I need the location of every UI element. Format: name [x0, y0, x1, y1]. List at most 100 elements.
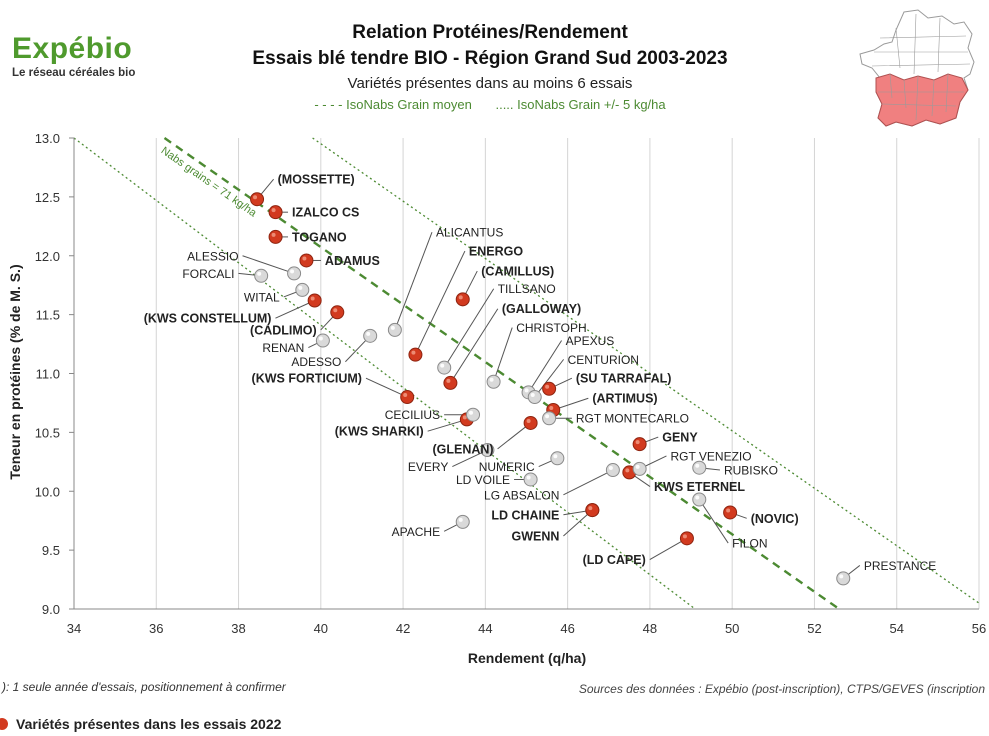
y-tick-label: 10.5 [35, 425, 60, 440]
point-label: KWS ETERNEL [654, 480, 745, 494]
point-grey [836, 571, 851, 586]
point-red [268, 205, 283, 220]
point-grey [542, 411, 557, 426]
point-highlight [403, 393, 408, 398]
point-grey [437, 360, 452, 375]
leader-line [365, 377, 408, 398]
leader-line [698, 499, 729, 544]
chart-grid [73, 138, 980, 609]
expebio-logo: Expébio Le réseau céréales bio [12, 34, 136, 80]
leader-line [563, 469, 614, 496]
point-highlight [253, 195, 258, 200]
point-highlight [839, 574, 844, 579]
point-highlight [333, 308, 338, 313]
point-highlight [588, 506, 593, 511]
point-label: APEXUS [566, 334, 615, 348]
point-red [400, 390, 415, 405]
point-red [679, 531, 694, 546]
point-red [723, 505, 738, 520]
x-tick-label: 44 [478, 621, 492, 636]
leader-line [493, 327, 513, 382]
point-red [585, 503, 600, 518]
point-label: (NOVIC) [751, 512, 799, 526]
point-label: LD CHAINE [491, 508, 559, 522]
point-grey [605, 463, 620, 478]
point-highlight [318, 336, 323, 341]
x-tick-label: 34 [67, 621, 81, 636]
chart-legend: - - - - IsoNabs Grain moyen ..... IsoNab… [200, 96, 780, 114]
point-label: RGT VENEZIO [670, 449, 751, 463]
leader-line [414, 250, 466, 355]
x-tick-label: 46 [560, 621, 574, 636]
point-red [542, 381, 557, 396]
point-label: ADESSO [291, 355, 341, 369]
logo-tagline: Le réseau céréales bio [12, 67, 136, 79]
point-label: (GLENAN) [432, 442, 493, 456]
data-sources: Sources des données : Expébio (post-insc… [578, 682, 985, 696]
point-grey [315, 333, 330, 348]
point-highlight [290, 269, 295, 274]
point-highlight [545, 414, 550, 419]
point-highlight [366, 331, 371, 336]
point-label: TILLSANO [498, 282, 556, 296]
chart-subtitle: Variétés présentes dans au moins 6 essai… [347, 75, 633, 92]
chart-title-line2: Essais blé tendre BIO - Région Grand Sud… [252, 48, 728, 69]
point-red [523, 415, 538, 430]
point-label: (SU TARRAFAL) [576, 372, 672, 386]
point-label: (CADLIMO) [250, 323, 317, 337]
iso-lines [73, 137, 980, 610]
point-label: FILON [732, 537, 767, 551]
point-grey [363, 328, 378, 343]
point-label: ALESSIO [187, 249, 238, 263]
legend-band-line: ..... IsoNabs Grain +/- 5 kg/ha [495, 97, 666, 112]
point-red [330, 305, 345, 320]
point-grey [527, 390, 542, 405]
point-highlight [526, 475, 531, 480]
point-highlight [524, 388, 529, 393]
point-label: LD VOILE [456, 473, 510, 487]
point-label: GWENN [511, 529, 559, 543]
leader-line [394, 232, 433, 331]
point-label: NUMERIC [479, 460, 535, 474]
point-highlight [635, 464, 640, 469]
chart-axes: 34 36 38 40 42 44 46 48 50 52 54 56 9.0 9.5 10.0 10.5 11… [35, 131, 987, 636]
point-red [455, 292, 470, 307]
iso-line-label: Nabs grains = 71 kg/ha [159, 145, 260, 220]
point-label: WITAL [244, 290, 280, 304]
point-highlight [257, 271, 262, 276]
point-grey [550, 451, 565, 466]
point-highlight [271, 208, 276, 213]
legend-2022: Variétés présentes dans les essais 2022 [0, 716, 281, 732]
point-red [443, 375, 458, 390]
x-axis-label: Rendement (q/ha) [468, 650, 586, 666]
point-highlight [635, 440, 640, 445]
point-grey [254, 268, 269, 283]
point-label: CENTURION [568, 353, 639, 367]
point-highlight [608, 466, 613, 471]
y-tick-label: 9.5 [42, 543, 60, 558]
point-highlight [462, 415, 467, 420]
point-label: GENY [662, 431, 698, 445]
point-label: (ARTIMUS) [592, 392, 657, 406]
point-red [307, 293, 322, 308]
x-tick-label: 52 [807, 621, 821, 636]
point-highlight [411, 350, 416, 355]
point-highlight [310, 296, 315, 301]
x-tick-label: 54 [889, 621, 903, 636]
point-label: RGT MONTECARLO [576, 412, 689, 426]
point-label: (KWS FORTICIUM) [252, 372, 362, 386]
leader-line [534, 359, 565, 398]
x-tick-label: 50 [725, 621, 739, 636]
point-highlight [458, 295, 463, 300]
point-red [299, 253, 314, 268]
point-highlight [469, 410, 474, 415]
point-highlight [489, 377, 494, 382]
point-label: (LD CAPE) [583, 553, 646, 567]
point-highlight [271, 232, 276, 237]
point-grey [455, 514, 470, 529]
point-label: ENERGO [469, 245, 523, 259]
point-grey [466, 407, 481, 422]
point-label: CECILIUS [385, 408, 440, 422]
x-tick-label: 40 [314, 621, 328, 636]
y-tick-label: 9.0 [42, 602, 60, 617]
